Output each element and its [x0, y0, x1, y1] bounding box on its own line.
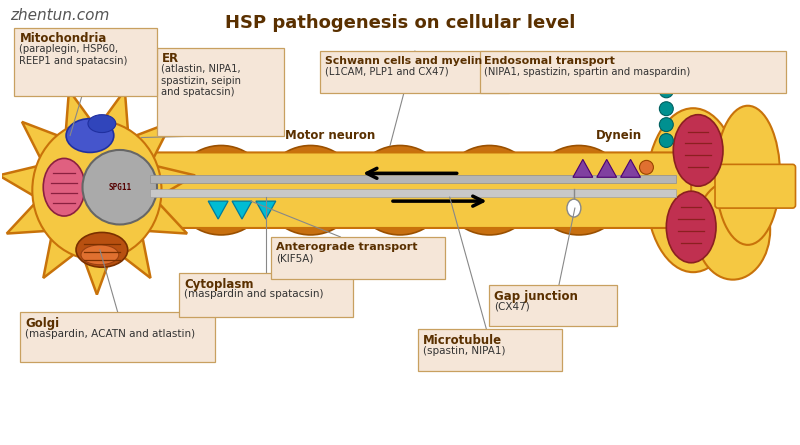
Text: (KIF5A): (KIF5A): [276, 253, 313, 263]
Polygon shape: [256, 201, 276, 219]
Ellipse shape: [659, 134, 674, 147]
Ellipse shape: [174, 146, 268, 235]
FancyBboxPatch shape: [715, 164, 795, 208]
Text: Cytoplasm: Cytoplasm: [184, 278, 254, 291]
Ellipse shape: [353, 146, 447, 235]
Polygon shape: [573, 159, 593, 177]
FancyBboxPatch shape: [418, 329, 562, 371]
FancyBboxPatch shape: [157, 48, 284, 136]
Text: Gap junction: Gap junction: [494, 290, 578, 303]
FancyBboxPatch shape: [150, 175, 676, 183]
Text: (maspardin and spatacsin): (maspardin and spatacsin): [184, 290, 324, 299]
Ellipse shape: [666, 191, 716, 263]
Text: ER: ER: [162, 52, 178, 65]
Ellipse shape: [696, 180, 770, 279]
FancyBboxPatch shape: [14, 28, 157, 96]
FancyBboxPatch shape: [271, 237, 445, 279]
Ellipse shape: [76, 232, 128, 267]
Ellipse shape: [81, 245, 118, 265]
Text: (NIPA1, spastizin, spartin and maspardin): (NIPA1, spastizin, spartin and maspardin…: [485, 67, 690, 77]
Text: Mitochondria: Mitochondria: [19, 32, 106, 45]
Text: Motor neuron: Motor neuron: [286, 129, 375, 142]
Ellipse shape: [659, 102, 674, 116]
Text: Microtubule: Microtubule: [423, 334, 502, 347]
FancyBboxPatch shape: [179, 273, 354, 317]
Text: Schwann cells and myelin: Schwann cells and myelin: [326, 56, 482, 66]
Ellipse shape: [88, 115, 116, 133]
Ellipse shape: [82, 150, 157, 224]
Text: (spastin, NIPA1): (spastin, NIPA1): [423, 346, 506, 356]
Ellipse shape: [674, 115, 723, 186]
Text: Dynein: Dynein: [595, 129, 642, 142]
FancyBboxPatch shape: [490, 285, 617, 326]
Ellipse shape: [532, 146, 626, 235]
FancyBboxPatch shape: [150, 189, 676, 197]
FancyBboxPatch shape: [321, 51, 510, 93]
Ellipse shape: [32, 121, 162, 260]
Text: zhentun.com: zhentun.com: [10, 8, 110, 23]
Ellipse shape: [66, 119, 114, 153]
FancyBboxPatch shape: [479, 51, 786, 93]
Ellipse shape: [442, 146, 537, 235]
Ellipse shape: [43, 158, 85, 216]
Polygon shape: [597, 159, 617, 177]
Ellipse shape: [646, 108, 740, 272]
Ellipse shape: [567, 199, 581, 217]
Text: (CX47): (CX47): [494, 301, 530, 312]
Text: Endosomal transport: Endosomal transport: [485, 56, 615, 66]
Text: (maspardin, ACATN and atlastin): (maspardin, ACATN and atlastin): [26, 329, 195, 339]
Polygon shape: [232, 201, 252, 219]
Text: Anterograde transport: Anterograde transport: [276, 242, 418, 252]
Text: Golgi: Golgi: [26, 317, 59, 330]
Ellipse shape: [659, 117, 674, 132]
Polygon shape: [0, 90, 195, 295]
Text: (L1CAM, PLP1 and CX47): (L1CAM, PLP1 and CX47): [326, 67, 449, 77]
Polygon shape: [621, 159, 641, 177]
Ellipse shape: [715, 106, 780, 245]
FancyBboxPatch shape: [20, 312, 215, 362]
Text: (atlastin, NIPA1,
spastizin, seipin
and spatacsin): (atlastin, NIPA1, spastizin, seipin and …: [162, 64, 242, 97]
Polygon shape: [208, 201, 228, 219]
Text: SPG11: SPG11: [108, 183, 131, 192]
Ellipse shape: [639, 160, 654, 174]
Ellipse shape: [659, 84, 674, 98]
Text: (paraplegin, HSP60,
REEP1 and spatacsin): (paraplegin, HSP60, REEP1 and spatacsin): [19, 44, 128, 66]
Ellipse shape: [263, 146, 358, 235]
FancyBboxPatch shape: [129, 153, 691, 228]
Text: HSP pathogenesis on cellular level: HSP pathogenesis on cellular level: [225, 14, 575, 32]
